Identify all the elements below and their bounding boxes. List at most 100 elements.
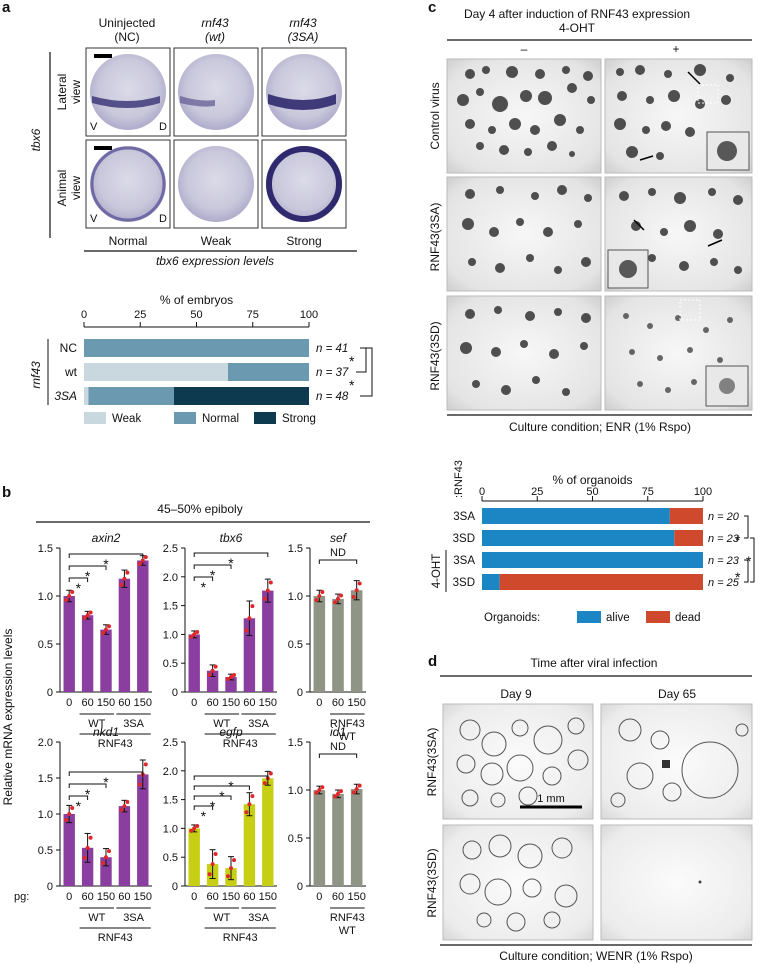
data-point (189, 634, 194, 639)
col-plus: + (672, 42, 679, 56)
row-lateral-1: Lateral (55, 74, 69, 111)
x-tick-label: 0 (316, 891, 322, 903)
embryo-percent-chart: % of embryos 0 25 50 75 100 NC n = 41 wt n = 37 3S… (29, 293, 373, 425)
svg-text:D: D (159, 121, 167, 133)
group-label-rnf43: RNF43 (223, 932, 258, 944)
bar (262, 590, 274, 692)
legend-swatch-dead (646, 611, 670, 623)
sig-star: * (201, 808, 207, 824)
pg-label: pg: (14, 891, 29, 903)
panel-c: c Day 4 after induction of RNF43 express… (428, 0, 755, 624)
x-tick-label: 60 (118, 891, 130, 903)
panel-d: d Time after viral infection Day 9 Day 6… (425, 653, 753, 963)
data-point (195, 823, 200, 828)
row-d-3sa: RNF43(3SA) (425, 728, 439, 797)
micrograph-d-3sa-day65 (600, 703, 753, 820)
gene-title: tbx6 (220, 531, 243, 545)
sig-star: * (219, 788, 225, 804)
legend-swatch (174, 412, 196, 424)
bar-segment (228, 363, 309, 381)
sig-bracket (750, 537, 755, 583)
y-tick-label: 0.5 (38, 639, 53, 651)
bar-segment (482, 530, 675, 546)
data-point (247, 802, 252, 807)
scale-bar-label: 1 mm (537, 793, 565, 805)
chart-c-category: 3SD (453, 533, 475, 545)
data-point (64, 598, 69, 603)
y-tick-label: 0 (297, 881, 303, 893)
group-label-wt: WT (213, 718, 230, 730)
y-tick-label: 2.5 (163, 737, 178, 749)
x-tick-label: 0 (191, 697, 197, 709)
data-point (226, 677, 230, 682)
sig-star: * (85, 568, 91, 584)
sig-bracket (193, 552, 269, 557)
data-point (88, 610, 93, 615)
y-tick-label: 0.5 (288, 639, 303, 651)
panel-d-label: d (428, 653, 437, 670)
data-point (354, 787, 359, 792)
data-point (189, 828, 194, 833)
x-tick-label: 150 (134, 697, 152, 709)
chart-a-tick-label: 75 (247, 309, 259, 321)
level-normal: Normal (109, 234, 148, 248)
sig-star: * (201, 579, 207, 595)
x-tick-label: 150 (347, 697, 365, 709)
y-tick-label: 0.5 (38, 845, 53, 857)
x-tick-label: 60 (332, 697, 344, 709)
data-point (195, 629, 200, 634)
data-point (207, 672, 212, 677)
bar (225, 677, 237, 692)
svg-text:D: D (159, 213, 167, 225)
sig-star: * (746, 553, 752, 569)
col-wt-line2: (wt) (205, 30, 225, 44)
group-label-rnf43: RNF43 (98, 738, 133, 750)
data-point (192, 632, 197, 637)
sig-star: * (210, 798, 216, 814)
y-tick-label: 1.0 (38, 591, 53, 603)
data-point (314, 790, 319, 795)
x-tick-label: 150 (347, 891, 365, 903)
y-tick-label: 0.5 (288, 833, 303, 845)
y-tick-label: 1.5 (38, 773, 53, 785)
data-point (143, 555, 148, 560)
micrograph-3sd-minus (446, 295, 602, 411)
row-animal-1: Animal (55, 170, 69, 207)
micrograph-control-plus (604, 58, 753, 174)
bar (313, 790, 326, 886)
data-point (125, 570, 130, 575)
chart-a-group-label: rnf43 (29, 361, 43, 389)
bar (81, 615, 94, 692)
bar-segment (669, 508, 703, 524)
x-tick-label: 60 (206, 891, 218, 903)
chart-c-title: % of organoids (552, 473, 632, 487)
y-tick-label: 1.0 (288, 591, 303, 603)
data-point (67, 812, 72, 816)
data-point (70, 805, 75, 810)
sig-bracket (193, 576, 214, 581)
svg-text:V: V (90, 121, 98, 133)
y-tick-label: 1.5 (163, 795, 178, 807)
panel-d-title: Time after viral infection (531, 656, 658, 670)
y-tick-label: 0 (47, 687, 53, 699)
chart-c-category: 3SA (453, 555, 475, 567)
embryo-image-animal-wt (173, 139, 259, 229)
levels-title: tbx6 expression levels (156, 254, 274, 268)
data-point (357, 783, 362, 788)
chart-c-category: 3SA (453, 511, 475, 523)
row-animal-2: view (69, 176, 83, 200)
panel-a: a Uninjected (NC) rnf43 (wt) rnf43 (3SA)… (2, 0, 373, 425)
data-point (82, 615, 87, 620)
gene-title: sef (330, 531, 348, 545)
data-point (250, 604, 255, 609)
gene-title: axin2 (92, 531, 121, 545)
sig-star: * (349, 377, 355, 393)
bar-segment (499, 574, 703, 590)
x-tick-label: 150 (97, 891, 115, 903)
data-point (262, 596, 267, 601)
